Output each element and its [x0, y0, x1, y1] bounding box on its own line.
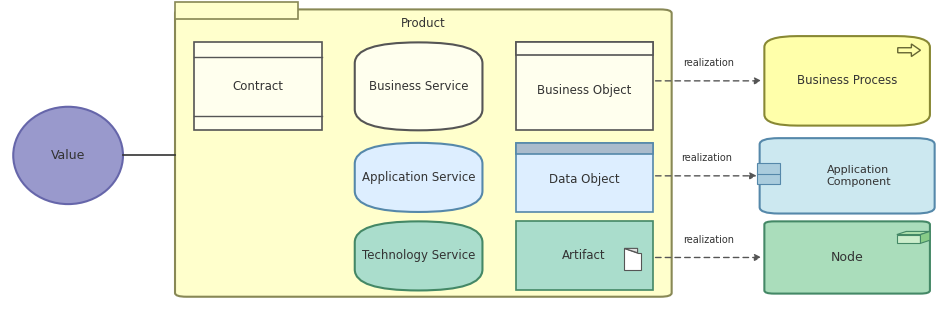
FancyBboxPatch shape	[175, 9, 672, 297]
Text: realization: realization	[683, 58, 734, 68]
Bar	[897, 235, 920, 243]
Polygon shape	[624, 248, 638, 253]
Polygon shape	[897, 231, 930, 235]
Bar	[516, 42, 653, 130]
Polygon shape	[920, 231, 930, 243]
Text: Contract: Contract	[233, 80, 283, 93]
FancyBboxPatch shape	[355, 42, 482, 130]
Text: Artifact: Artifact	[562, 249, 606, 263]
FancyBboxPatch shape	[764, 36, 930, 126]
FancyBboxPatch shape	[760, 138, 935, 214]
Bar	[516, 42, 653, 55]
Bar	[516, 143, 653, 212]
Text: Business Process: Business Process	[797, 74, 898, 87]
Text: realization: realization	[681, 153, 731, 163]
Bar	[175, 2, 298, 19]
Bar	[516, 221, 653, 290]
Text: Business Service: Business Service	[369, 80, 468, 93]
Text: Technology Service: Technology Service	[362, 249, 475, 263]
Ellipse shape	[13, 107, 123, 204]
Text: Application
Component: Application Component	[826, 165, 891, 187]
Polygon shape	[624, 248, 641, 270]
Bar	[194, 42, 322, 130]
Text: Node: Node	[831, 251, 864, 264]
FancyBboxPatch shape	[355, 143, 482, 212]
Text: Application Service: Application Service	[362, 171, 475, 184]
Text: Data Object: Data Object	[549, 173, 620, 186]
FancyBboxPatch shape	[355, 221, 482, 290]
Text: Product: Product	[401, 17, 446, 30]
Bar	[757, 163, 780, 174]
Text: Business Object: Business Object	[537, 84, 631, 97]
Text: Value: Value	[51, 149, 85, 162]
FancyBboxPatch shape	[764, 221, 930, 294]
Bar	[757, 173, 780, 184]
Text: realization: realization	[683, 235, 734, 245]
Bar	[516, 143, 653, 154]
